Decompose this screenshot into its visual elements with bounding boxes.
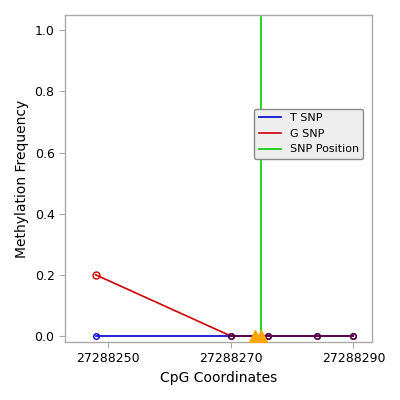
Y-axis label: Methylation Frequency: Methylation Frequency — [15, 99, 29, 258]
X-axis label: CpG Coordinates: CpG Coordinates — [160, 371, 277, 385]
Legend: T SNP, G SNP, SNP Position: T SNP, G SNP, SNP Position — [254, 109, 363, 159]
